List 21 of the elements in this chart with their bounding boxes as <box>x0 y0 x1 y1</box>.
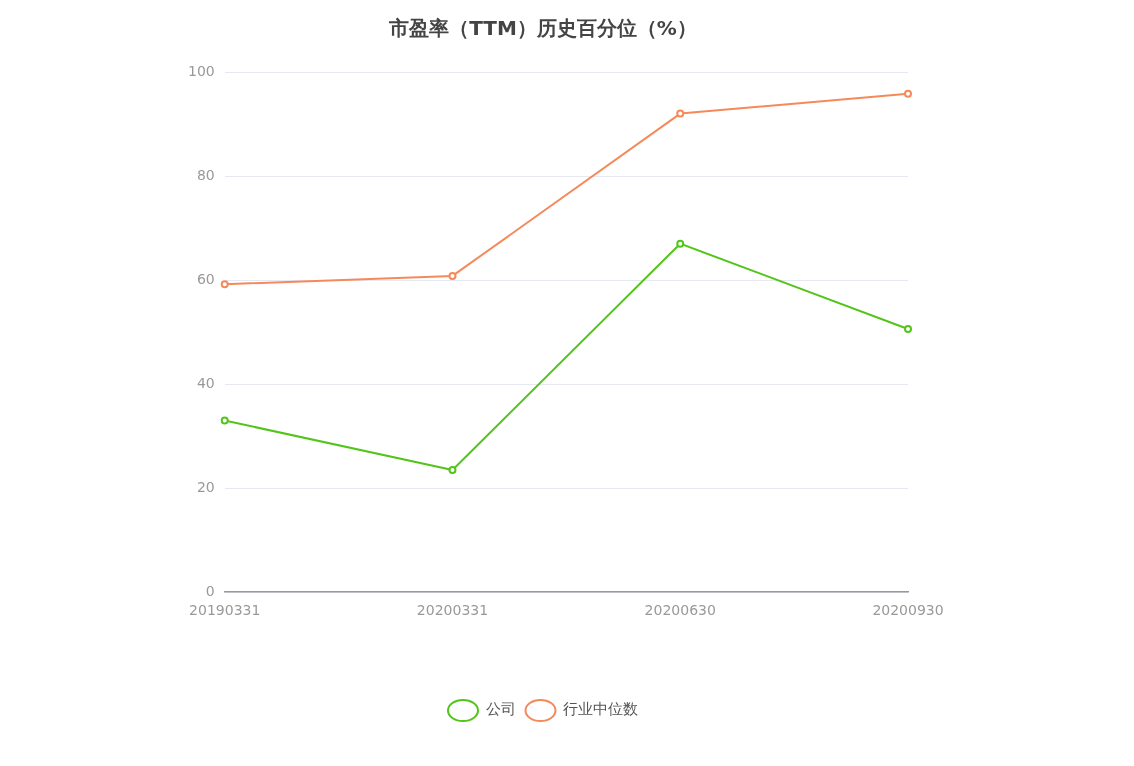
point <box>448 465 457 474</box>
point <box>676 239 685 248</box>
point <box>220 280 229 289</box>
y-tick-label: 100 <box>187 62 215 79</box>
x-tick-label: 20200930 <box>872 602 944 619</box>
x-tick-label: 20200331 <box>416 602 489 619</box>
y-tick-label: 60 <box>196 270 215 287</box>
y-tick-label: 0 <box>205 582 215 599</box>
y-tick-label: 80 <box>196 166 215 183</box>
point <box>904 89 912 98</box>
x-tick-label: 20190331 <box>189 602 261 619</box>
point <box>904 324 912 333</box>
point <box>676 109 685 118</box>
y-tick-label: 20 <box>196 478 215 495</box>
point <box>448 271 457 280</box>
legend-label: 公司 <box>485 700 516 719</box>
chart-title: 市盈率（TTM）历史百分位（%） <box>388 16 697 41</box>
y-tick-label: 40 <box>196 374 215 391</box>
point <box>220 416 229 425</box>
x-tick-label: 20200630 <box>644 602 716 619</box>
legend-label: 行业中位数 <box>563 700 638 719</box>
